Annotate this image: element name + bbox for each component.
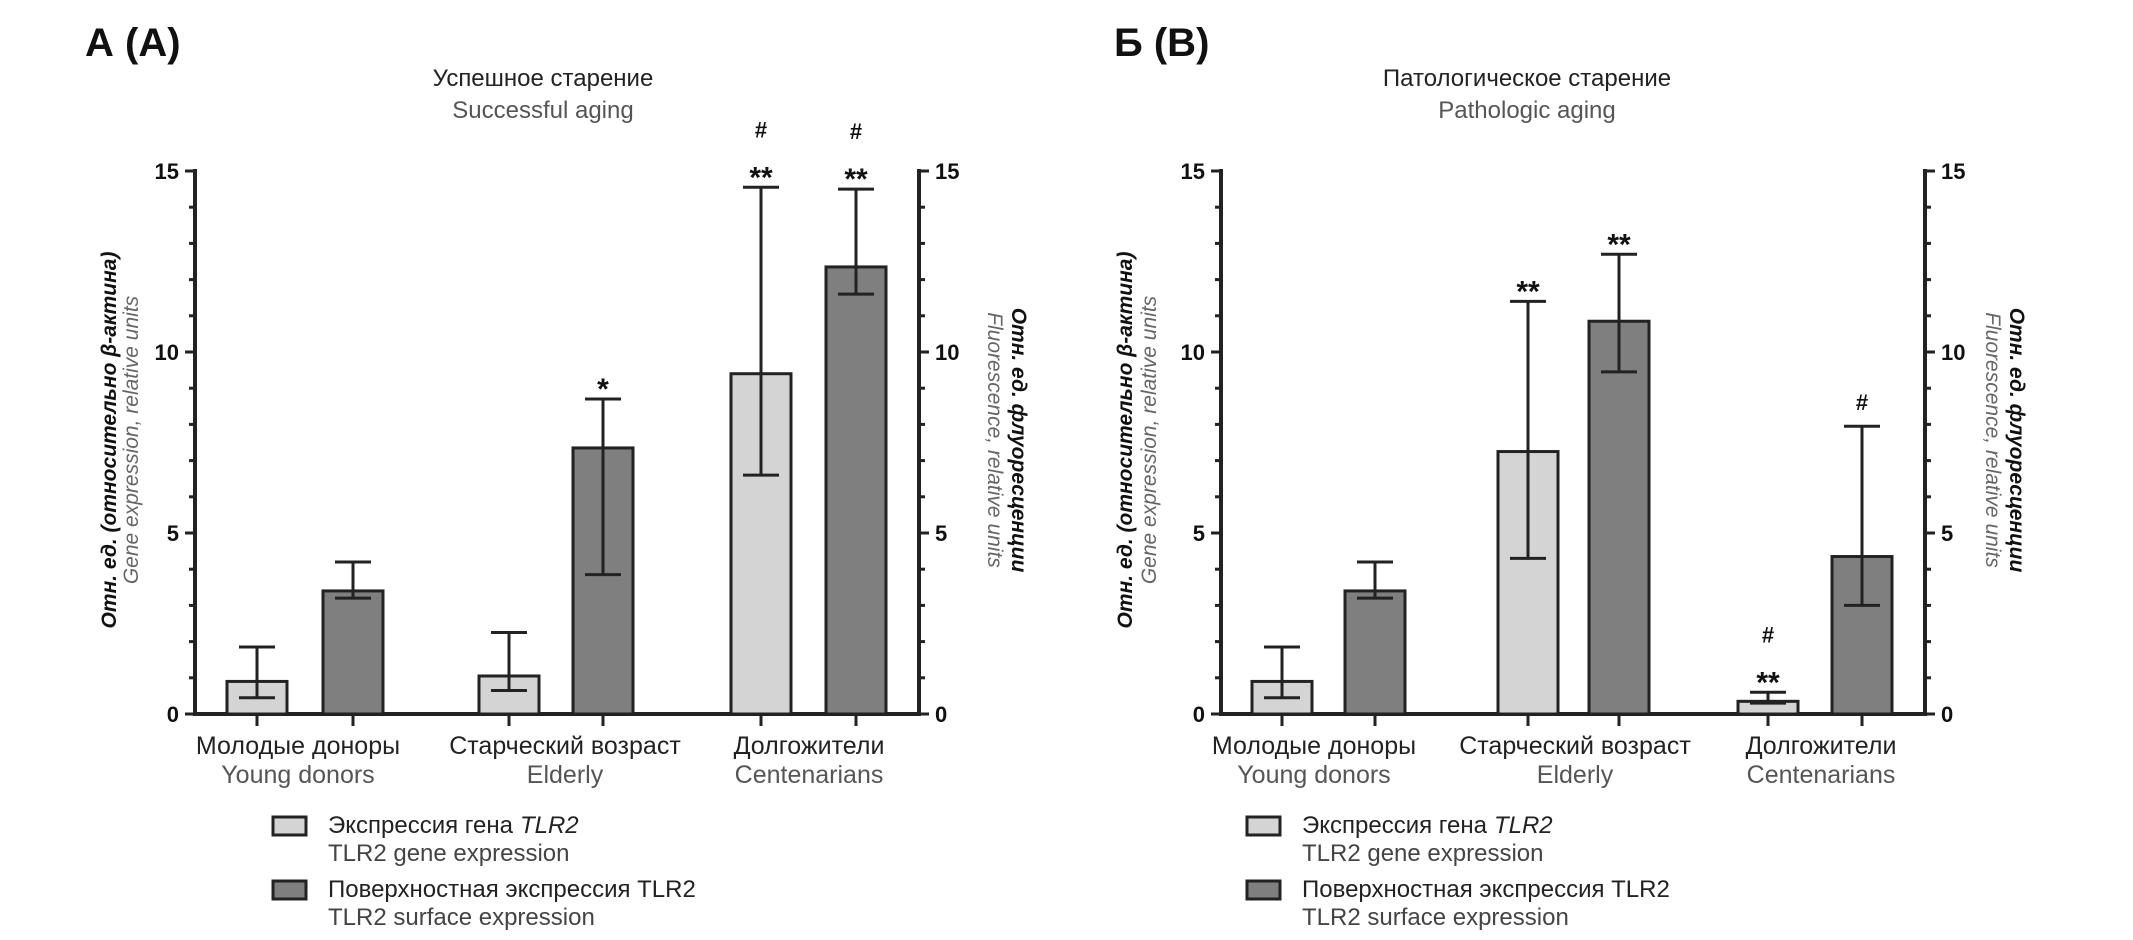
x-category-label-en: Elderly <box>527 761 604 789</box>
y-axis-label-left: Отн. ед. (относительно β-актина) <box>98 252 121 629</box>
y-axis-label-right-en: Fluorescence, relative units <box>983 312 1006 568</box>
legend-label-italic: TLR2 <box>520 812 579 839</box>
y-tick-label-left: 15 <box>155 159 179 184</box>
significance-star: ** <box>844 163 868 196</box>
bar-surface <box>1587 319 1651 716</box>
legend-label: Поверхностная экспрессия TLR2 <box>328 876 696 903</box>
legend-label-en: TLR2 gene expression <box>1302 840 1543 867</box>
y-tick-label-right: 10 <box>935 340 959 365</box>
y-tick-label-right: 0 <box>935 702 947 727</box>
legend-label-ru: Поверхностная экспрессия TLR2 <box>328 876 696 903</box>
y-tick-label-right: 10 <box>1941 340 1965 365</box>
significance-star: * <box>597 373 609 406</box>
significance-star: ** <box>749 161 773 194</box>
y-tick-label-left: 0 <box>167 702 179 727</box>
y-axis-label-right-en: Fluorescence, relative units <box>1981 312 2004 568</box>
legend-label-en: TLR2 surface expression <box>328 904 595 931</box>
bar-surface <box>824 265 888 716</box>
y-axis-label-left-en: Gene expression, relative units <box>1138 295 1161 584</box>
x-category-label-en: Elderly <box>1537 761 1614 789</box>
chart-subtitle: Successful aging <box>452 97 633 124</box>
legend-label-ru: Поверхностная экспрессия TLR2 <box>1302 876 1670 903</box>
y-tick-label-left: 5 <box>167 521 179 546</box>
panel-label: А (A) <box>85 21 181 65</box>
bar-surface <box>321 589 385 716</box>
x-category-label-en: Young donors <box>1237 761 1390 789</box>
y-axis-label-left: Отн. ед. (относительно β-актина) <box>1114 252 1137 629</box>
legend-swatch-surface <box>1245 879 1282 901</box>
legend-label-italic: TLR2 <box>1494 812 1553 839</box>
y-tick-label-left: 5 <box>1193 521 1205 546</box>
legend-label: Экспрессия гена TLR2 <box>1302 812 1553 839</box>
significance-star: ** <box>1607 228 1631 261</box>
legend-swatch-gene <box>271 815 308 837</box>
bar-surface <box>1343 589 1407 716</box>
chart-subtitle: Pathologic aging <box>1438 97 1615 124</box>
x-category-label-en: Centenarians <box>735 761 884 789</box>
legend-label-en: TLR2 gene expression <box>328 840 569 867</box>
x-category-label-en: Centenarians <box>1747 761 1896 789</box>
significance-hash: # <box>1856 390 1868 415</box>
x-category-label: Долгожители <box>1746 732 1897 760</box>
y-axis-label-right: Отн. ед. флуоресценции <box>2005 308 2028 573</box>
chart-title: Патологическое старение <box>1383 65 1671 92</box>
y-tick-label-right: 5 <box>1941 521 1953 546</box>
chart-panel-1: Б (B) Патологическое старение Pathologic a… <box>1114 21 2028 931</box>
y-tick-label-left: 10 <box>1181 340 1205 365</box>
y-axis-label-right: Отн. ед. флуоресценции <box>1007 308 1030 573</box>
y-axis-label-left-en: Gene expression, relative units <box>120 295 143 584</box>
x-category-label: Старческий возраст <box>449 732 681 760</box>
legend-swatch-gene <box>1245 815 1282 837</box>
y-tick-label-left: 10 <box>155 340 179 365</box>
panel-label: Б (B) <box>1114 21 1209 65</box>
legend-label-en: TLR2 surface expression <box>1302 904 1569 931</box>
x-category-label: Старческий возраст <box>1459 732 1691 760</box>
y-tick-label-left: 0 <box>1193 702 1205 727</box>
y-tick-label-right: 5 <box>935 521 947 546</box>
y-tick-label-right: 15 <box>1941 159 1965 184</box>
legend-label-ru: Экспрессия гена <box>1302 812 1488 839</box>
legend-swatch-surface <box>271 879 308 901</box>
chart-title: Успешное старение <box>433 65 654 92</box>
legend-label-ru: Экспрессия гена <box>328 812 514 839</box>
legend-label: Экспрессия гена TLR2 <box>328 812 579 839</box>
significance-hash: # <box>1762 622 1774 647</box>
legend-label: Поверхностная экспрессия TLR2 <box>1302 876 1670 903</box>
chart-panel-0: А (A) Успешное старение Successful aging 0 0… <box>85 21 1030 931</box>
significance-star: ** <box>1516 275 1540 308</box>
y-tick-label-right: 0 <box>1941 702 1953 727</box>
x-category-label-en: Young donors <box>221 761 374 789</box>
x-category-label: Долгожители <box>734 732 885 760</box>
x-category-label: Молодые доноры <box>196 732 400 760</box>
significance-star: ** <box>1756 666 1780 699</box>
x-category-label: Молодые доноры <box>1212 732 1416 760</box>
significance-hash: # <box>755 117 767 142</box>
y-tick-label-left: 15 <box>1181 159 1205 184</box>
significance-hash: # <box>850 119 862 144</box>
y-tick-label-right: 15 <box>935 159 959 184</box>
